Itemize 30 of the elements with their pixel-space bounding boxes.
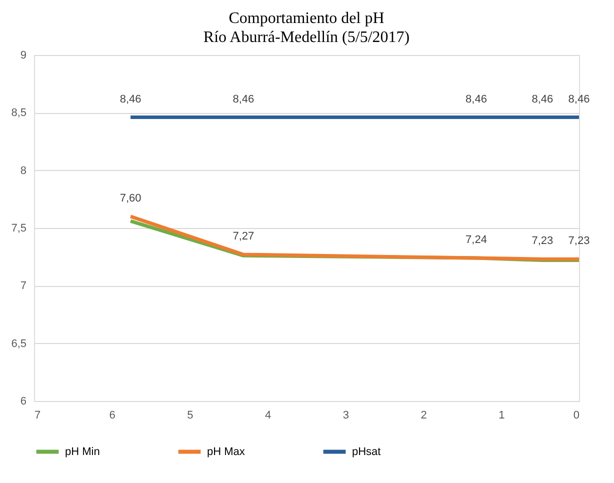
y-tick-label: 8,5 bbox=[11, 107, 26, 120]
y-tick-label: 9 bbox=[20, 50, 26, 62]
x-tick-label: 5 bbox=[187, 410, 194, 422]
y-tick-label: 6 bbox=[20, 396, 26, 408]
x-tick-label: 3 bbox=[342, 410, 349, 422]
data-label: 7,60 bbox=[120, 192, 142, 204]
data-label: 8,46 bbox=[532, 93, 554, 106]
data-label: 7,27 bbox=[232, 230, 254, 243]
x-tick-label: 6 bbox=[109, 410, 116, 422]
data-label: 8,46 bbox=[568, 93, 590, 106]
data-label: 7,24 bbox=[466, 234, 487, 246]
legend-label: pH Max bbox=[207, 446, 246, 458]
data-label: 8,46 bbox=[120, 93, 142, 106]
x-tick-label: 0 bbox=[573, 410, 580, 422]
legend-label: pH Min bbox=[65, 446, 100, 458]
legend-label: pHsat bbox=[352, 446, 381, 458]
y-tick-label: 6,5 bbox=[11, 338, 26, 350]
y-tick-label: 8 bbox=[20, 164, 26, 177]
x-tick-label: 2 bbox=[420, 410, 427, 422]
chart-subtitle: Río Aburrá-Medellín (5/5/2017) bbox=[203, 29, 410, 46]
data-label: 8,46 bbox=[232, 93, 254, 106]
chart-title: Comportamiento del pH bbox=[228, 10, 385, 27]
y-tick-label: 7 bbox=[20, 280, 26, 292]
data-label: 8,46 bbox=[466, 93, 487, 106]
x-tick-label: 7 bbox=[34, 410, 41, 422]
x-tick-label: 4 bbox=[265, 410, 272, 422]
y-tick-label: 7,5 bbox=[11, 222, 26, 234]
data-label: 7,23 bbox=[532, 235, 554, 248]
x-tick-label: 1 bbox=[498, 410, 505, 422]
data-label: 7,23 bbox=[568, 235, 590, 248]
